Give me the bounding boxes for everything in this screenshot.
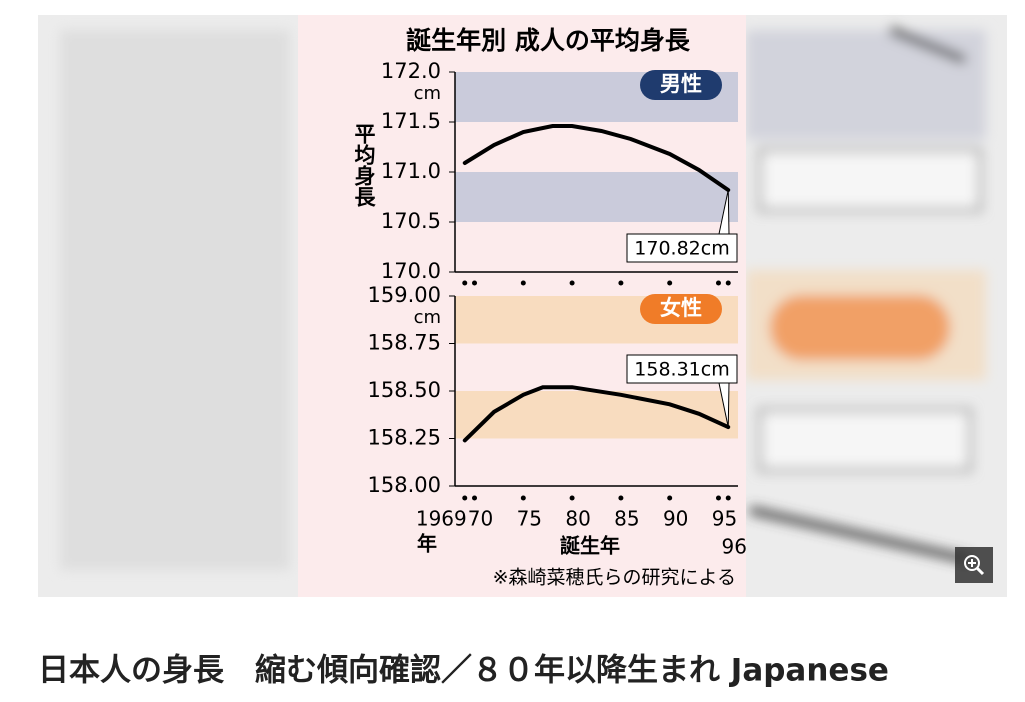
band [455, 172, 738, 222]
y-axis-label: 平均身長 [352, 123, 376, 208]
x-tick-label: 70 [468, 507, 493, 531]
x-tick-dot [667, 495, 673, 501]
x-tick-dot [472, 280, 478, 286]
callout-pointer [718, 382, 730, 428]
value-label-box [626, 233, 738, 263]
y-tick-label: 158.75 [368, 331, 441, 355]
y-tick-label: 158.50 [368, 378, 441, 402]
chart-title: 誕生年別 成人の平均身長 [406, 26, 691, 55]
article-caption: 日本人の身長 縮む傾向確認／８０年以降生まれ Japanese [38, 653, 889, 689]
legend-badge [640, 294, 722, 324]
x-tick-dot [715, 495, 721, 501]
value-label: 158.31cm [634, 359, 729, 381]
x-tick-dot [569, 495, 575, 501]
source-note: ※森崎菜穂氏らの研究による [493, 567, 736, 589]
x-tick-dot [618, 280, 624, 286]
y-tick-label: 159.00 [368, 283, 441, 307]
x-tick-dot [472, 495, 478, 501]
data-line [462, 385, 731, 443]
y-tick-label: 172.0 [381, 59, 441, 83]
x-axis-unit: 年 [417, 532, 437, 556]
x-tick-label: 75 [517, 507, 542, 531]
legend-label: 男性 [660, 72, 702, 96]
y-tick-label: 171.0 [381, 159, 441, 183]
x-tick-dot [667, 280, 673, 286]
y-unit: cm [414, 307, 441, 328]
y-tick-label: 170.0 [381, 259, 441, 283]
x-tick-dot [462, 495, 468, 501]
x-tick-dot [715, 280, 721, 286]
data-line [462, 124, 731, 192]
x-tick-dot [520, 280, 526, 286]
x-tick-label: 1969 [416, 507, 467, 531]
x-tick-label: 96 [722, 535, 747, 559]
callout-pointer [718, 189, 730, 235]
legend-label: 女性 [660, 296, 702, 320]
x-tick-label: 90 [663, 507, 688, 531]
y-tick-label: 158.25 [368, 426, 441, 450]
y-tick-label: 158.00 [368, 473, 441, 497]
x-tick-dot [462, 280, 468, 286]
x-tick-dot [725, 280, 731, 286]
x-tick-dot [618, 495, 624, 501]
x-tick-label: 95 [712, 507, 737, 531]
zoom-button[interactable] [955, 547, 993, 583]
x-tick-dot [725, 495, 731, 501]
legend-badge [640, 70, 722, 100]
value-label-box [626, 354, 738, 384]
x-tick-label: 85 [614, 507, 639, 531]
x-axis-label: 誕生年 [560, 534, 620, 558]
x-tick-dot [520, 495, 526, 501]
band [455, 391, 738, 439]
y-tick-label: 171.5 [381, 109, 441, 133]
x-tick-label: 80 [565, 507, 590, 531]
y-unit: cm [414, 83, 441, 104]
x-tick-dot [569, 280, 575, 286]
value-label: 170.82cm [634, 238, 729, 260]
blurred-background [60, 26, 986, 570]
y-tick-label: 170.5 [381, 209, 441, 233]
